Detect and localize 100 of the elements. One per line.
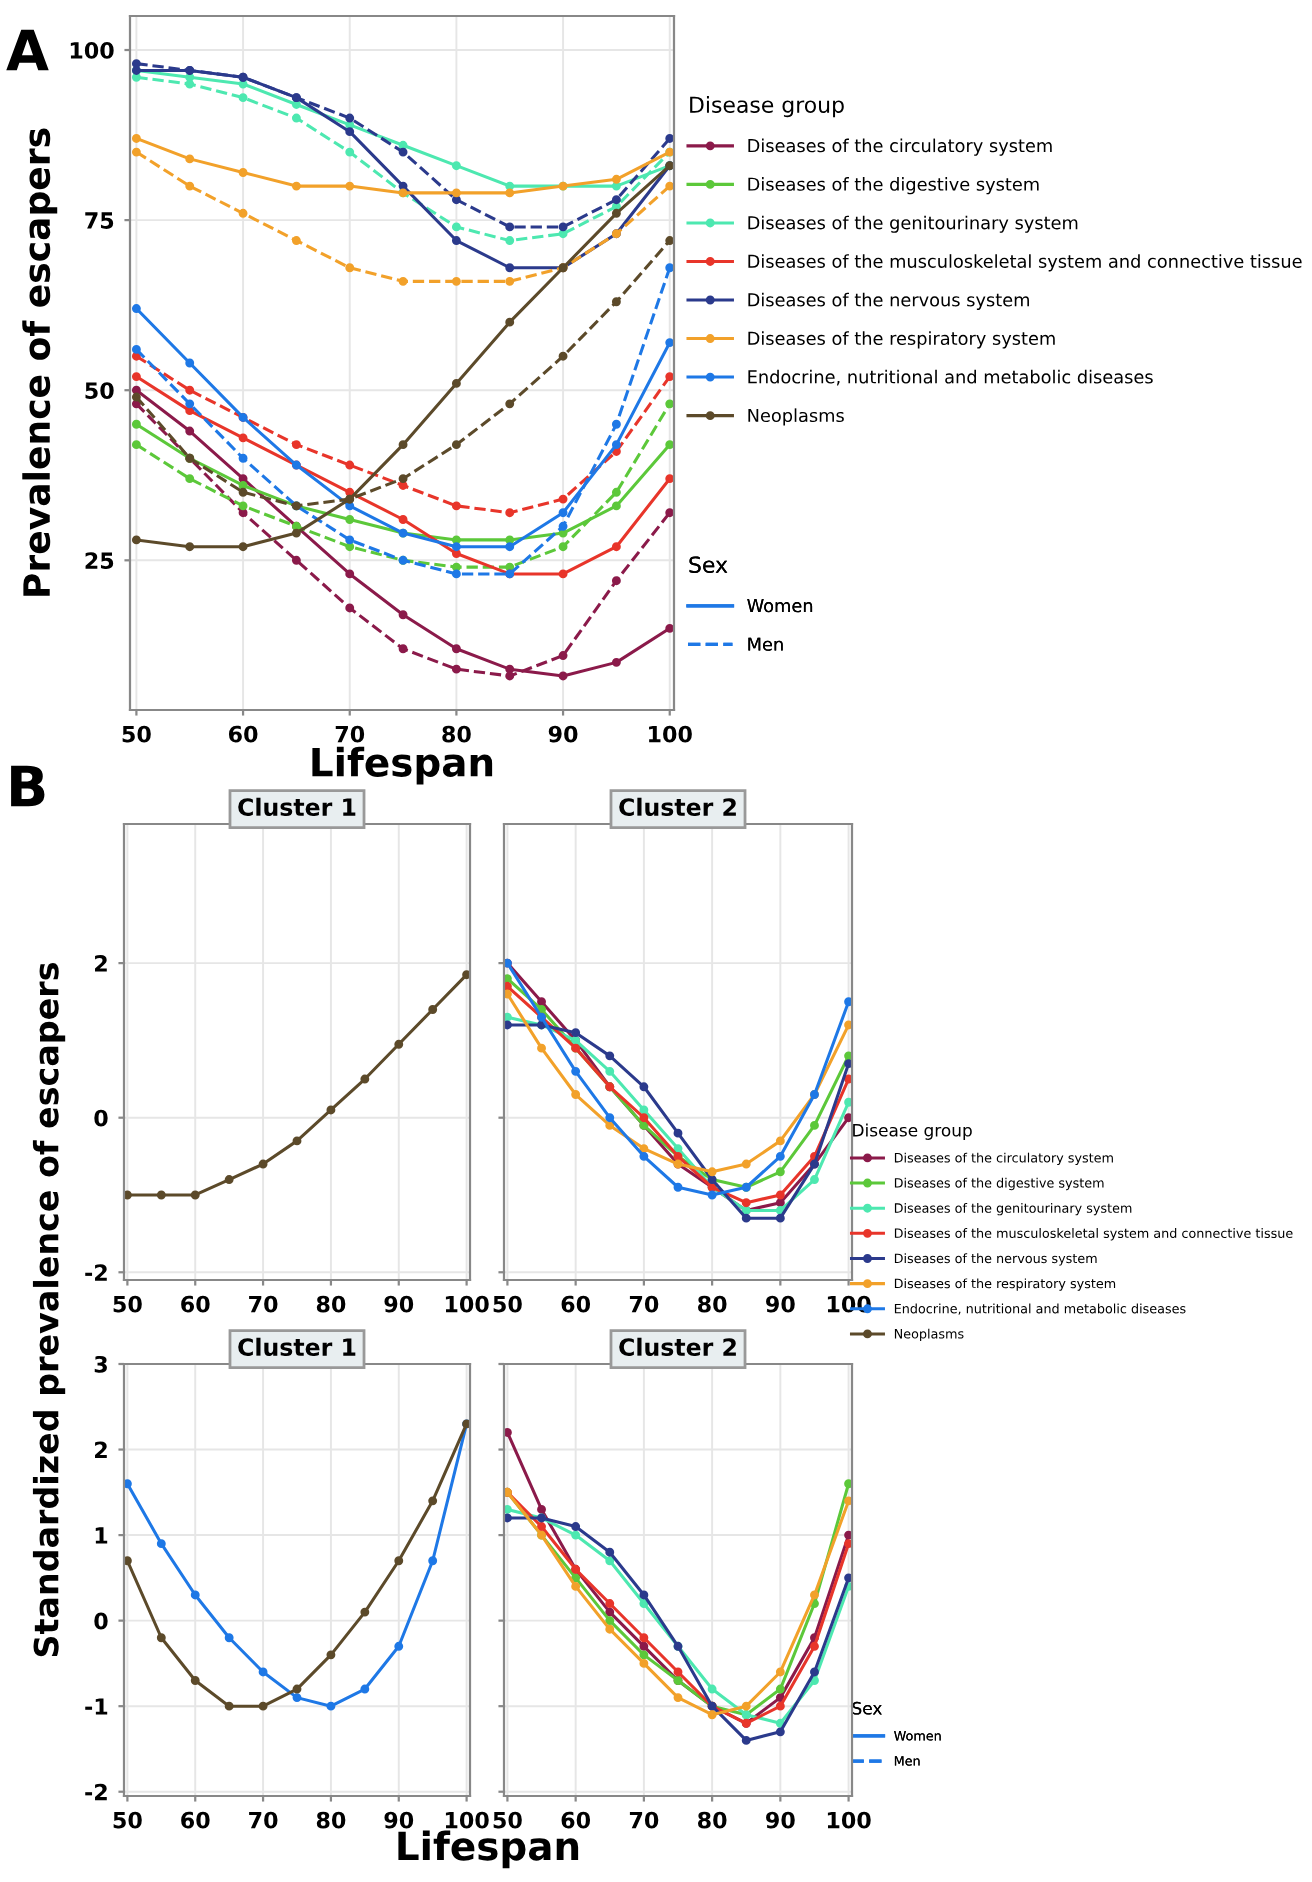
point xyxy=(844,997,852,1007)
text: Sex xyxy=(852,1701,882,1715)
point xyxy=(673,1144,683,1154)
point xyxy=(558,671,568,681)
x-tick-label: 80 xyxy=(442,725,471,743)
chart-title: Cluster 2 xyxy=(619,1337,736,1356)
point xyxy=(292,1684,302,1694)
point xyxy=(291,100,301,109)
point xyxy=(185,426,195,436)
point xyxy=(665,474,674,484)
legend-label: Diseases of the digestive system xyxy=(748,177,1039,195)
point xyxy=(185,79,195,89)
point xyxy=(345,535,355,545)
point xyxy=(605,1599,615,1608)
legend-label: Diseases of the nervous system xyxy=(748,292,1029,310)
x-tick-label: 80 xyxy=(698,1295,727,1313)
point xyxy=(810,1175,819,1184)
point xyxy=(775,1136,785,1146)
point xyxy=(291,528,301,538)
point xyxy=(345,460,355,470)
point xyxy=(775,1718,785,1728)
point xyxy=(345,501,355,511)
point xyxy=(775,1667,785,1677)
y-tick-label: 100 xyxy=(70,41,114,59)
point xyxy=(131,134,141,143)
x-tick-label: 70 xyxy=(335,725,365,743)
point xyxy=(131,399,141,409)
x-tick-label: 100 xyxy=(827,1811,871,1829)
legend-label: Diseases of the musculoskeletal system and connective tissue xyxy=(748,254,1302,272)
point xyxy=(639,1633,649,1643)
point xyxy=(775,1198,785,1208)
point xyxy=(185,154,195,164)
legend-label: Neoplasms xyxy=(748,408,844,426)
point xyxy=(238,93,248,103)
point xyxy=(639,1658,649,1668)
point xyxy=(707,1684,717,1694)
point xyxy=(775,1213,785,1223)
point xyxy=(504,1513,512,1523)
point xyxy=(665,399,674,409)
point xyxy=(537,1043,546,1053)
point xyxy=(605,1616,615,1626)
point xyxy=(504,1012,512,1022)
x-tick-label: 70 xyxy=(249,1295,278,1313)
point xyxy=(775,1206,785,1215)
point xyxy=(611,657,621,667)
point xyxy=(571,1066,581,1076)
x-tick-label: 60 xyxy=(561,1295,591,1313)
point xyxy=(639,1113,649,1123)
point xyxy=(558,651,568,661)
point xyxy=(156,1633,166,1643)
point xyxy=(238,481,248,490)
point xyxy=(190,1590,200,1600)
point xyxy=(505,263,515,273)
x-tick-label: 100 xyxy=(445,1811,489,1829)
point xyxy=(345,603,355,613)
point xyxy=(398,644,408,654)
point xyxy=(665,372,674,382)
x-axis-title: Lifespan xyxy=(398,1830,579,1869)
point xyxy=(741,1213,751,1223)
point xyxy=(665,338,674,348)
point xyxy=(451,276,461,286)
point xyxy=(810,1676,819,1685)
point xyxy=(611,419,621,429)
point xyxy=(291,440,301,450)
point xyxy=(673,1182,683,1192)
point xyxy=(741,1198,751,1208)
point xyxy=(291,236,301,245)
point xyxy=(238,508,248,518)
point xyxy=(428,1496,438,1506)
point xyxy=(451,542,461,552)
y-tick-label: 0 xyxy=(94,1109,108,1127)
point xyxy=(190,1190,200,1200)
point xyxy=(775,1190,785,1200)
point xyxy=(451,644,461,654)
point xyxy=(844,1530,852,1540)
point xyxy=(291,555,301,565)
point xyxy=(844,1020,852,1030)
chart-title: Cluster 1 xyxy=(238,1337,356,1356)
point xyxy=(741,1735,751,1745)
point xyxy=(360,1074,370,1084)
point xyxy=(505,399,515,409)
point xyxy=(451,569,461,579)
x-tick-label: 50 xyxy=(493,1295,522,1313)
point xyxy=(571,1530,581,1540)
point xyxy=(707,1167,717,1177)
x-tick-label: 60 xyxy=(181,1811,210,1829)
point xyxy=(665,236,674,245)
point xyxy=(131,385,141,395)
point xyxy=(185,385,195,395)
point xyxy=(224,1633,234,1643)
point xyxy=(605,1120,615,1130)
point xyxy=(775,1684,785,1694)
point xyxy=(398,440,408,450)
point xyxy=(131,535,141,545)
y-tick-label: -2 xyxy=(85,1783,107,1801)
point xyxy=(398,140,408,150)
x-tick-label: 50 xyxy=(113,1295,142,1313)
y-tick-label: 0 xyxy=(94,1612,108,1630)
point xyxy=(326,1650,336,1660)
point xyxy=(571,1522,581,1531)
